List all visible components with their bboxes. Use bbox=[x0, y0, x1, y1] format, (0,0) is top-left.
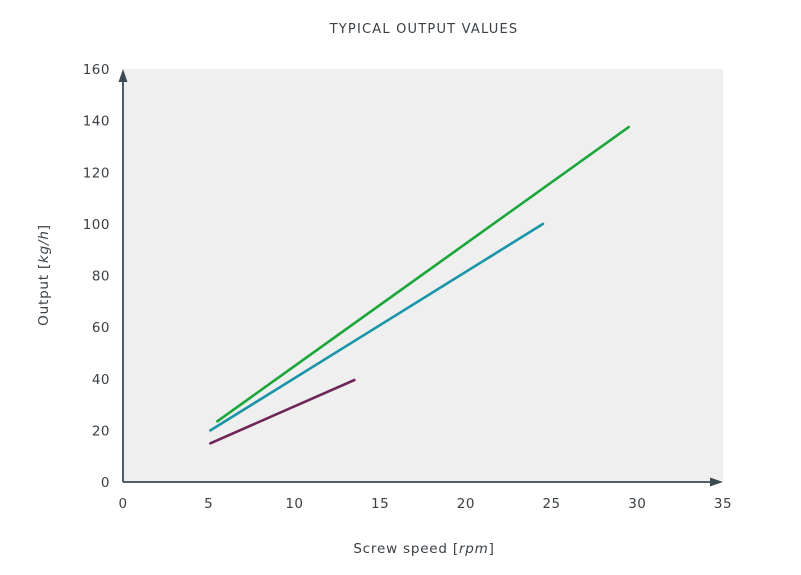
x-axis-arrow-icon bbox=[710, 477, 723, 487]
series-layer bbox=[209, 125, 631, 445]
x-axis-ticks: 0 5 10 15 20 25 30 35 bbox=[118, 496, 732, 512]
y-tick-label: 80 bbox=[92, 269, 110, 285]
x-tick-label: 10 bbox=[285, 496, 303, 512]
x-tick-label: 20 bbox=[457, 496, 475, 512]
x-tick-label: 5 bbox=[204, 496, 213, 512]
y-tick-label: 60 bbox=[92, 320, 110, 336]
y-tick-label: 120 bbox=[83, 165, 110, 181]
y-axis-ticks: 0 20 40 60 80 100 120 140 160 bbox=[83, 62, 110, 491]
x-tick-label: 0 bbox=[118, 496, 127, 512]
series-line-purple bbox=[209, 378, 356, 445]
x-tick-label: 35 bbox=[714, 496, 732, 512]
axes bbox=[118, 69, 723, 487]
x-axis-title: Screw speed [rpm] bbox=[353, 541, 494, 557]
x-tick-label: 30 bbox=[628, 496, 646, 512]
y-tick-label: 160 bbox=[83, 62, 110, 78]
y-tick-label: 20 bbox=[92, 423, 110, 439]
x-tick-label: 25 bbox=[542, 496, 560, 512]
y-tick-label: 0 bbox=[101, 475, 110, 491]
chart-title: TYPICAL OUTPUT VALUES bbox=[329, 22, 519, 37]
y-axis-arrow-icon bbox=[118, 69, 128, 82]
x-tick-label: 15 bbox=[371, 496, 389, 512]
series-line-green bbox=[216, 125, 631, 423]
y-axis-title: Output [kg/h] bbox=[36, 224, 52, 326]
series-line-teal bbox=[209, 222, 545, 432]
y-tick-label: 40 bbox=[92, 372, 110, 388]
y-tick-label: 140 bbox=[83, 114, 110, 130]
y-tick-label: 100 bbox=[83, 217, 110, 233]
